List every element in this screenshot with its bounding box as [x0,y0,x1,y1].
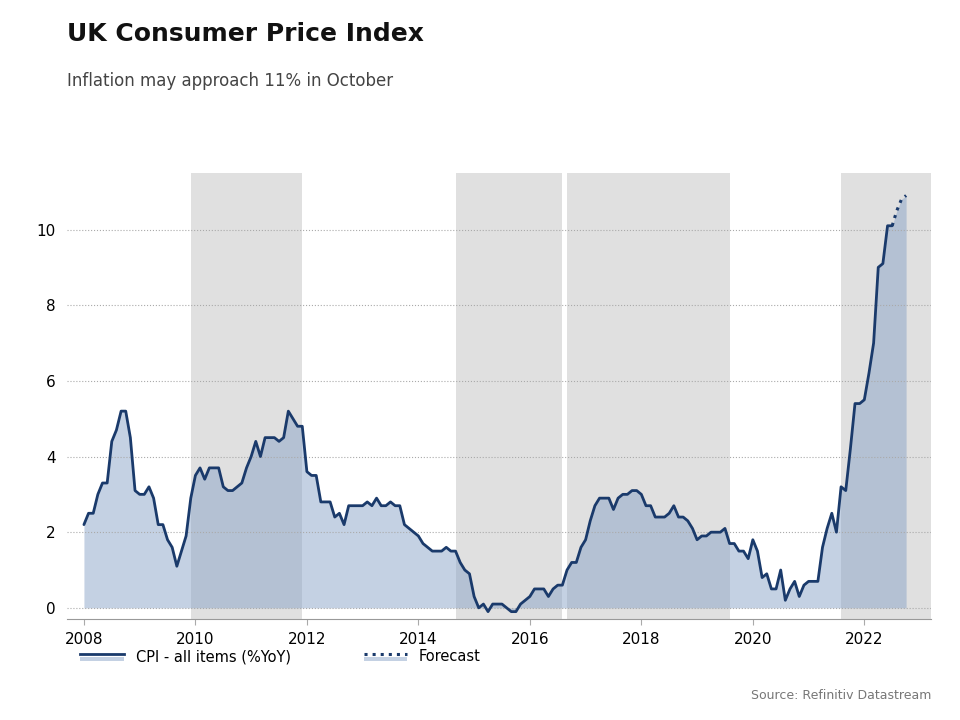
Bar [841,173,931,619]
Text: Source: Refinitiv Datastream: Source: Refinitiv Datastream [751,689,931,702]
Text: Inflation may approach 11% in October: Inflation may approach 11% in October [67,72,394,90]
Bar [191,173,302,619]
Bar [567,173,730,619]
Bar [456,173,563,619]
Legend: CPI - all items (%YoY), Forecast: CPI - all items (%YoY), Forecast [75,643,487,670]
Text: UK Consumer Price Index: UK Consumer Price Index [67,22,424,45]
